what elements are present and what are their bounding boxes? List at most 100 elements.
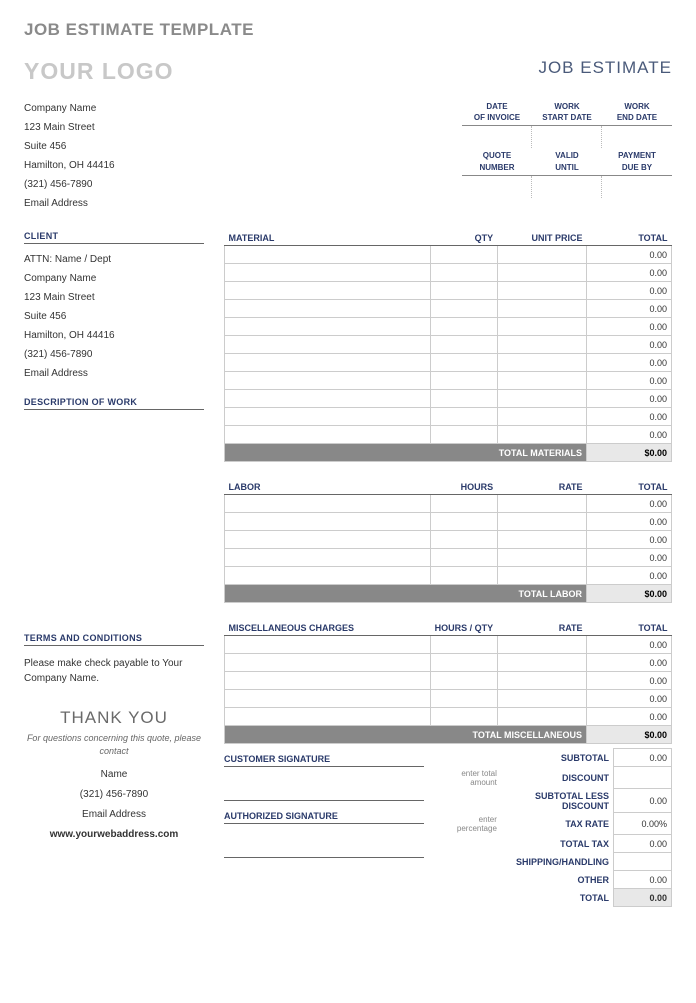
value-cell[interactable] (497, 354, 586, 372)
value-cell[interactable] (497, 513, 586, 531)
desc-cell[interactable] (225, 354, 431, 372)
row-total-cell: 0.00 (587, 531, 672, 549)
discount-val[interactable] (614, 767, 672, 789)
value-cell[interactable] (497, 567, 586, 585)
row-total-cell: 0.00 (587, 372, 672, 390)
row-total-cell: 0.00 (587, 636, 672, 654)
client-attn: ATTN: Name / Dept (24, 250, 204, 269)
desc-cell[interactable] (225, 636, 431, 654)
value-cell[interactable] (430, 549, 497, 567)
contact-web: www.yourwebaddress.com (24, 825, 204, 845)
value-cell[interactable] (497, 531, 586, 549)
value-cell[interactable] (497, 636, 586, 654)
value-cell[interactable] (430, 264, 497, 282)
value-cell[interactable] (430, 531, 497, 549)
desc-cell[interactable] (225, 672, 431, 690)
value-cell[interactable] (497, 336, 586, 354)
value-cell[interactable] (497, 654, 586, 672)
desc-cell[interactable] (225, 426, 431, 444)
table-row: 0.00 (225, 531, 672, 549)
desc-cell[interactable] (225, 690, 431, 708)
table-row: 0.00 (225, 408, 672, 426)
misc-total-col: TOTAL (587, 621, 672, 636)
desc-cell[interactable] (225, 282, 431, 300)
desc-cell[interactable] (225, 654, 431, 672)
total-col: TOTAL (587, 231, 672, 246)
value-cell[interactable] (497, 549, 586, 567)
value-cell[interactable] (430, 654, 497, 672)
desc-cell[interactable] (225, 549, 431, 567)
value-cell[interactable] (430, 354, 497, 372)
value-cell[interactable] (430, 246, 497, 264)
value-cell[interactable] (430, 495, 497, 513)
value-cell[interactable] (430, 426, 497, 444)
valid-until-cell[interactable] (532, 176, 602, 198)
work-start-header: WORKSTART DATE (532, 99, 602, 126)
auth-sig-line[interactable] (224, 824, 424, 858)
desc-cell[interactable] (225, 495, 431, 513)
table-row: 0.00 (225, 636, 672, 654)
value-cell[interactable] (430, 636, 497, 654)
taxrate-val[interactable]: 0.00% (614, 813, 672, 835)
value-cell[interactable] (497, 672, 586, 690)
table-row: 0.00 (225, 336, 672, 354)
shipping-val[interactable] (614, 853, 672, 871)
material-table: MATERIAL QTY UNIT PRICE TOTAL 0.000.000.… (224, 231, 672, 462)
value-cell[interactable] (497, 495, 586, 513)
desc-cell[interactable] (225, 531, 431, 549)
value-cell[interactable] (497, 300, 586, 318)
date-invoice-cell[interactable] (462, 126, 532, 148)
value-cell[interactable] (497, 318, 586, 336)
desc-cell[interactable] (225, 318, 431, 336)
customer-sig-line[interactable] (224, 767, 424, 801)
value-cell[interactable] (430, 318, 497, 336)
desc-cell[interactable] (225, 264, 431, 282)
value-cell[interactable] (430, 282, 497, 300)
work-start-cell[interactable] (532, 126, 602, 148)
value-cell[interactable] (497, 282, 586, 300)
taxrate-label: TAX RATE (501, 813, 614, 835)
work-end-cell[interactable] (602, 126, 672, 148)
table-row: 0.00 (225, 426, 672, 444)
desc-cell[interactable] (225, 336, 431, 354)
value-cell[interactable] (497, 708, 586, 726)
company-city: Hamilton, OH 44416 (24, 156, 115, 175)
value-cell[interactable] (430, 567, 497, 585)
client-phone: (321) 456-7890 (24, 345, 204, 364)
desc-cell[interactable] (225, 567, 431, 585)
value-cell[interactable] (497, 408, 586, 426)
desc-cell[interactable] (225, 390, 431, 408)
value-cell[interactable] (430, 300, 497, 318)
row-total-cell: 0.00 (587, 567, 672, 585)
desc-cell[interactable] (225, 372, 431, 390)
desc-cell[interactable] (225, 300, 431, 318)
quote-number-cell[interactable] (462, 176, 532, 198)
value-cell[interactable] (430, 708, 497, 726)
value-cell[interactable] (430, 408, 497, 426)
table-row: 0.00 (225, 672, 672, 690)
value-cell[interactable] (430, 690, 497, 708)
page-title: JOB ESTIMATE TEMPLATE (24, 20, 672, 40)
other-val[interactable]: 0.00 (614, 871, 672, 889)
desc-cell[interactable] (225, 408, 431, 426)
payment-due-cell[interactable] (602, 176, 672, 198)
value-cell[interactable] (430, 372, 497, 390)
value-cell[interactable] (430, 672, 497, 690)
desc-cell[interactable] (225, 246, 431, 264)
company-street: 123 Main Street (24, 118, 115, 137)
value-cell[interactable] (497, 246, 586, 264)
value-cell[interactable] (497, 264, 586, 282)
desc-cell[interactable] (225, 708, 431, 726)
value-cell[interactable] (430, 513, 497, 531)
value-cell[interactable] (497, 690, 586, 708)
value-cell[interactable] (430, 336, 497, 354)
discount-label: DISCOUNT (501, 767, 614, 789)
grand-total-label: TOTAL (501, 889, 614, 907)
value-cell[interactable] (497, 390, 586, 408)
contact-name: Name (24, 765, 204, 785)
labor-col: LABOR (225, 480, 431, 495)
value-cell[interactable] (497, 372, 586, 390)
desc-cell[interactable] (225, 513, 431, 531)
value-cell[interactable] (430, 390, 497, 408)
value-cell[interactable] (497, 426, 586, 444)
